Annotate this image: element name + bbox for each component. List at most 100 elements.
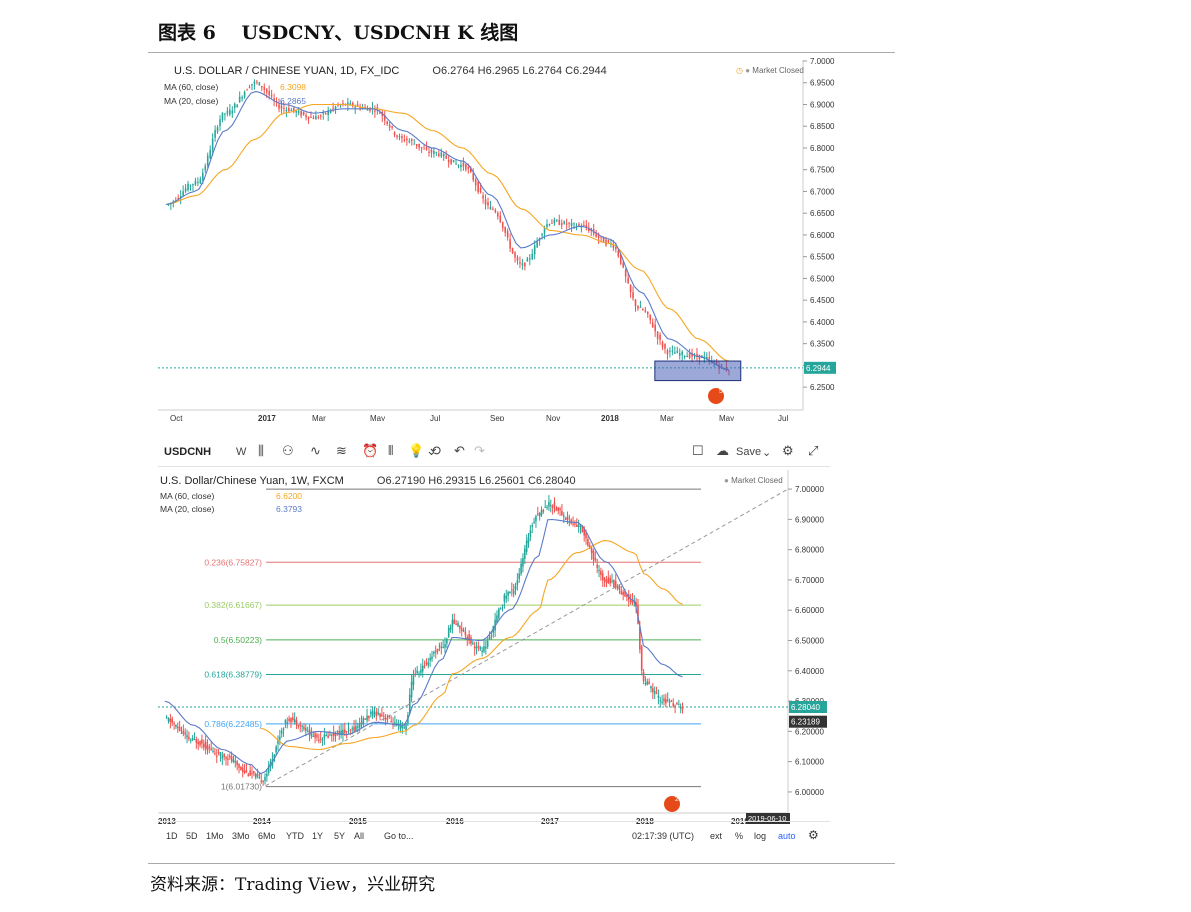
weekly-chart-svg[interactable]: 7.00000 6.90000 6.80000 6.70000 6.60000 6.500… [158, 466, 830, 848]
candle-body [325, 734, 328, 736]
candle-body [265, 88, 268, 93]
candle-body [659, 700, 662, 702]
replay-icon[interactable]: ⫴ [388, 443, 394, 458]
percent-toggle[interactable]: % [735, 831, 744, 841]
candle-body [527, 537, 530, 544]
candle-body [410, 681, 413, 698]
candle-body [420, 146, 423, 149]
candle-body [241, 97, 243, 99]
candle-body [648, 681, 650, 684]
y-tick-label: 6.9000 [810, 100, 835, 109]
candle-body [300, 111, 302, 116]
chevron-down-icon[interactable]: ⌄ [426, 443, 437, 458]
x-tick-label: Nov [546, 414, 560, 421]
candle-body [531, 525, 534, 527]
candle-body [481, 650, 483, 653]
candle-body [270, 95, 273, 97]
save-button[interactable]: Save [736, 446, 762, 458]
alert-icon[interactable]: ⏰ [362, 443, 379, 458]
templates-icon[interactable]: ≋ [336, 443, 347, 458]
candle-body [705, 356, 708, 359]
candle-body [483, 646, 485, 652]
candle-body [455, 163, 457, 165]
candle-body [318, 739, 320, 741]
settings-gear-icon[interactable]: ⚙ [808, 828, 819, 842]
redo-icon[interactable]: ↷ [474, 443, 485, 458]
candle-body [563, 221, 566, 224]
candle-body [249, 770, 251, 776]
cloud-icon[interactable]: ☁ [716, 443, 729, 458]
indicators-icon[interactable]: ⚇ [282, 443, 294, 458]
range-5d[interactable]: 5D [186, 831, 198, 841]
candle-body [488, 636, 491, 640]
idea-icon[interactable]: 💡 [408, 443, 425, 458]
candle-body [612, 244, 615, 248]
candle-body [279, 736, 281, 740]
candle-body [654, 324, 656, 332]
gear-icon[interactable]: ⚙ [782, 443, 794, 458]
candle-body [659, 334, 661, 340]
candle-body [197, 741, 199, 745]
undo-icon[interactable]: ↶ [454, 443, 465, 458]
weekly-ma60-label: MA (60, close) [160, 491, 215, 501]
candle-body [588, 545, 591, 549]
range-1y[interactable]: 1Y [312, 831, 324, 841]
candle-body [447, 159, 450, 163]
candle-body [208, 747, 211, 749]
chart-panel-weekly[interactable]: USDCNH W ⫼ ⚇ ∿ ≋ ⏰ ⫴ 💡 ⌄ ⟲ ↶ ↷ ☐ ☁ Save … [158, 440, 830, 850]
candle-body [189, 185, 192, 187]
range-5y[interactable]: 5Y [334, 831, 346, 841]
interval-selector[interactable]: W [236, 446, 247, 458]
candle-body [543, 228, 546, 234]
candle-body [331, 734, 333, 736]
candle-body [292, 717, 294, 720]
candle-body [390, 721, 392, 723]
backtest-icon[interactable]: ⟲ [430, 443, 441, 458]
ext-toggle[interactable]: ext [710, 831, 723, 841]
candle-body [678, 704, 680, 706]
range-3mo[interactable]: 3Mo [232, 831, 250, 841]
range-ytd[interactable]: YTD [286, 831, 304, 841]
x-tick-label: Oct [170, 414, 183, 421]
candle-body [342, 103, 344, 105]
chart-panel-daily[interactable]: 7.0000 6.9500 6.9000 6.8500 6.8000 6.7500 6.70… [158, 56, 836, 423]
candle-body [321, 739, 324, 741]
candle-body [557, 507, 560, 511]
candle-body [629, 284, 632, 293]
symbol-search[interactable]: USDCNH [164, 446, 212, 458]
candle-body [452, 160, 455, 163]
daily-chart-svg[interactable]: 7.0000 6.9500 6.9000 6.8500 6.8000 6.7500 6.70… [158, 56, 836, 423]
candle-body [595, 232, 597, 237]
fullscreen-box-icon[interactable]: ☐ [692, 443, 704, 458]
ma60-line [260, 540, 683, 751]
weekly-ma20-value: 6.3793 [276, 504, 302, 514]
candle-body [182, 191, 184, 196]
range-1mo[interactable]: 1Mo [206, 831, 224, 841]
goto-button[interactable]: Go to... [384, 831, 414, 841]
y-tick-label: 6.5000 [810, 274, 835, 283]
candle-body [541, 234, 543, 236]
y-tick-label: 6.60000 [795, 606, 824, 615]
candle-style-icon[interactable]: ⫼ [258, 443, 264, 458]
range-all[interactable]: All [354, 831, 365, 841]
candle-body [264, 776, 266, 781]
candle-body [440, 152, 443, 157]
candle-body [587, 539, 589, 546]
candle-body [674, 705, 676, 708]
candle-body [676, 350, 679, 353]
range-6mo[interactable]: 6Mo [258, 831, 276, 841]
compare-icon[interactable]: ∿ [310, 443, 321, 458]
auto-toggle[interactable]: auto [778, 831, 796, 841]
y-tick-label: 6.50000 [795, 637, 824, 646]
candle-body [338, 731, 341, 736]
range-1d[interactable]: 1D [166, 831, 178, 841]
candle-body [373, 712, 376, 714]
candle-body [355, 726, 357, 731]
candle-body [506, 231, 509, 238]
candle-body [518, 573, 521, 579]
expand-icon[interactable]: ⤢ [808, 443, 819, 458]
log-toggle[interactable]: log [754, 831, 767, 841]
date-tag: 2019-06-10 [748, 814, 786, 823]
save-chevron-icon[interactable]: ⌄ [762, 447, 772, 459]
candle-body [429, 657, 431, 661]
